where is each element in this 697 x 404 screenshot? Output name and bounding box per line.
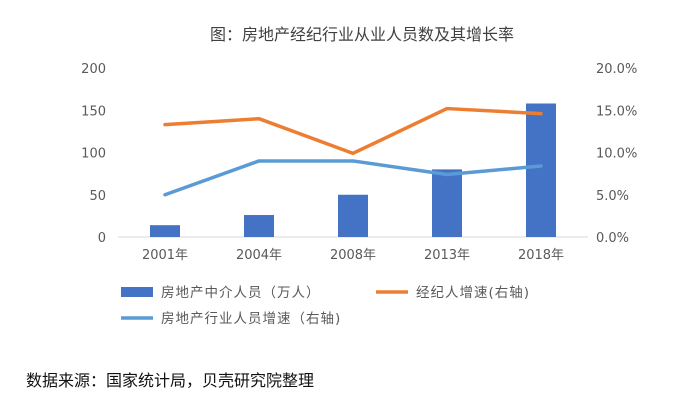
source-note: 数据来源：国家统计局，贝壳研究院整理	[26, 371, 315, 390]
bar	[526, 103, 556, 238]
x-tick-label: 2013年	[424, 248, 470, 263]
line-series	[163, 106, 543, 197]
bar	[244, 215, 274, 237]
right-tick-label: 0.0%	[596, 231, 629, 246]
legend: 房地产中介人员（万人） 经纪人增速(右轴) 房地产行业人员增速（右轴)	[121, 285, 530, 327]
axes: 0 50 100 150 200 0.0% 5.0% 10.0% 15.0% 20.0% 2001年…	[81, 62, 637, 263]
series-line	[163, 106, 543, 156]
x-tick-label: 2008年	[330, 248, 376, 263]
bar	[338, 194, 368, 237]
x-tick-label: 2004年	[236, 248, 282, 263]
chart-title: 图：房地产经纪行业从业人员数及其增长率	[210, 25, 514, 44]
x-tick-label: 2018年	[518, 248, 564, 263]
left-tick-label: 200	[81, 62, 106, 77]
left-tick-label: 0	[98, 231, 106, 246]
bar-series	[150, 103, 556, 238]
x-tick-label: 2001年	[142, 248, 188, 263]
left-tick-label: 50	[89, 189, 106, 204]
bar	[432, 169, 462, 237]
right-tick-label: 10.0%	[596, 147, 637, 162]
right-tick-label: 20.0%	[596, 62, 637, 77]
right-tick-label: 5.0%	[596, 189, 629, 204]
legend-label: 房地产中介人员（万人）	[161, 285, 321, 301]
bar	[150, 225, 180, 237]
legend-label: 经纪人增速(右轴)	[416, 285, 530, 301]
legend-swatch	[121, 287, 153, 297]
legend-label: 房地产行业人员增速（右轴)	[161, 311, 341, 327]
left-tick-label: 150	[81, 104, 106, 119]
right-tick-label: 15.0%	[596, 104, 637, 119]
series-line	[163, 159, 543, 197]
left-tick-label: 100	[81, 147, 106, 162]
